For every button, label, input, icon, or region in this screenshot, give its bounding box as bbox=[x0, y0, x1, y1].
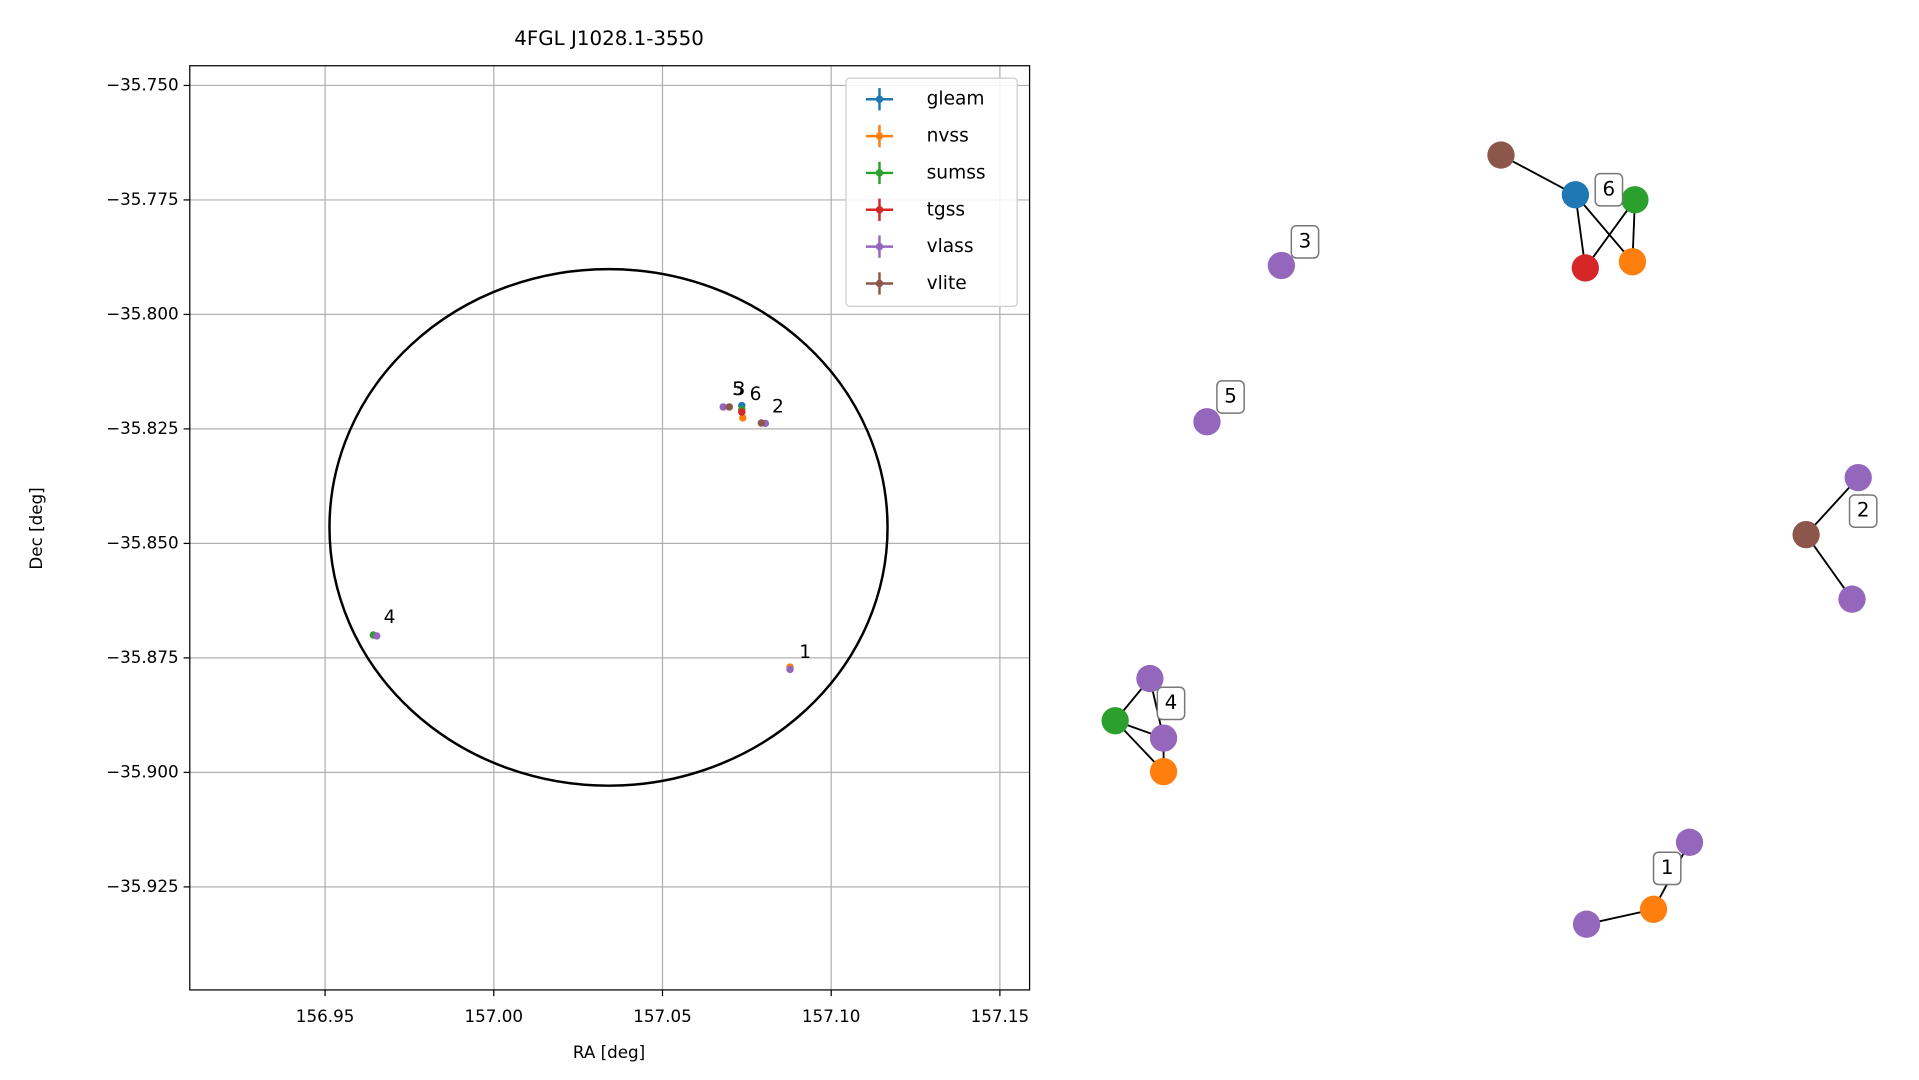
y-tick-label: −35.800 bbox=[106, 303, 179, 323]
legend-marker bbox=[875, 206, 884, 214]
x-axis-label: RA [deg] bbox=[573, 1042, 645, 1062]
graph-label: 1 bbox=[1661, 856, 1674, 879]
annotation: 2 bbox=[772, 396, 784, 417]
graph-node bbox=[1639, 895, 1668, 923]
source-point bbox=[719, 403, 727, 411]
annotation: 1 bbox=[799, 642, 811, 663]
source-point bbox=[372, 632, 381, 640]
label-box bbox=[1652, 851, 1682, 886]
graph-label: 2 bbox=[1857, 499, 1870, 522]
graph-label: 5 bbox=[1224, 384, 1237, 407]
annotation: 5 bbox=[732, 379, 744, 400]
y-axis-label: Dec [deg] bbox=[26, 487, 46, 569]
graph-node bbox=[1193, 408, 1221, 436]
source-point bbox=[725, 403, 734, 411]
legend-label: tgss bbox=[927, 199, 965, 220]
y-tick-label: −35.875 bbox=[106, 647, 179, 667]
graph-node bbox=[1571, 254, 1599, 282]
legend-marker bbox=[875, 132, 884, 140]
graph-node bbox=[1136, 664, 1164, 693]
chart-title: 4FGL J1028.1-3550 bbox=[514, 27, 704, 50]
graph-node bbox=[1487, 141, 1515, 169]
plot-frame bbox=[189, 65, 1031, 991]
label-box bbox=[1594, 172, 1624, 207]
annotation: 3 bbox=[733, 379, 745, 400]
graph-edge bbox=[1500, 154, 1576, 196]
x-tick-label: 157.15 bbox=[971, 1006, 1030, 1026]
y-tick-label: −35.850 bbox=[106, 532, 179, 552]
label-box bbox=[1216, 380, 1245, 414]
source-point bbox=[786, 665, 794, 674]
graph-node bbox=[1267, 251, 1296, 280]
y-tick-label: −35.925 bbox=[106, 876, 179, 896]
x-tick-label: 157.00 bbox=[465, 1006, 524, 1026]
legend-marker bbox=[875, 95, 884, 103]
legend-label: vlass bbox=[927, 236, 974, 257]
graph-label: 6 bbox=[1603, 177, 1616, 200]
graph-node bbox=[1149, 757, 1178, 786]
source-point bbox=[757, 419, 766, 427]
y-tick-label: −35.750 bbox=[106, 74, 179, 94]
x-tick-label: 156.95 bbox=[296, 1006, 355, 1026]
graph-label: 4 bbox=[1165, 691, 1178, 714]
annotation: 6 bbox=[750, 384, 762, 405]
x-tick-label: 157.05 bbox=[633, 1006, 692, 1026]
y-tick-label: −35.775 bbox=[106, 189, 179, 209]
label-box bbox=[1848, 494, 1878, 528]
legend-marker bbox=[875, 169, 884, 177]
graph-node bbox=[1792, 521, 1820, 549]
graph-node bbox=[1675, 828, 1704, 856]
label-box bbox=[1156, 686, 1186, 721]
graph-node bbox=[1621, 186, 1649, 214]
graph-node bbox=[1101, 707, 1129, 735]
legend-marker bbox=[875, 242, 884, 251]
graph-edge bbox=[1584, 199, 1636, 269]
source-point bbox=[738, 408, 746, 416]
legend-label: sumss bbox=[927, 162, 986, 183]
graph-node bbox=[1838, 585, 1866, 613]
graph-node bbox=[1561, 181, 1590, 209]
legend-label: vlite bbox=[927, 273, 967, 294]
annotation: 4 bbox=[384, 607, 396, 628]
localization-circle bbox=[328, 267, 889, 787]
graph-node bbox=[1149, 724, 1178, 752]
graph-edge bbox=[1574, 194, 1634, 263]
graph-label: 3 bbox=[1299, 229, 1312, 252]
legend-label: gleam bbox=[927, 89, 985, 110]
legend: gleam nvss sumss tgss vlass vlite bbox=[845, 77, 1018, 308]
graph-node bbox=[1844, 463, 1872, 492]
legend-marker bbox=[875, 279, 884, 288]
source-point bbox=[739, 414, 747, 422]
y-tick-label: −35.900 bbox=[106, 761, 179, 781]
x-tick-label: 157.10 bbox=[802, 1006, 861, 1026]
y-tick-label: −35.825 bbox=[106, 418, 179, 438]
label-box bbox=[1290, 225, 1320, 259]
legend-label: nvss bbox=[927, 126, 969, 147]
graph-node bbox=[1572, 910, 1601, 938]
graph-node bbox=[1618, 248, 1647, 276]
